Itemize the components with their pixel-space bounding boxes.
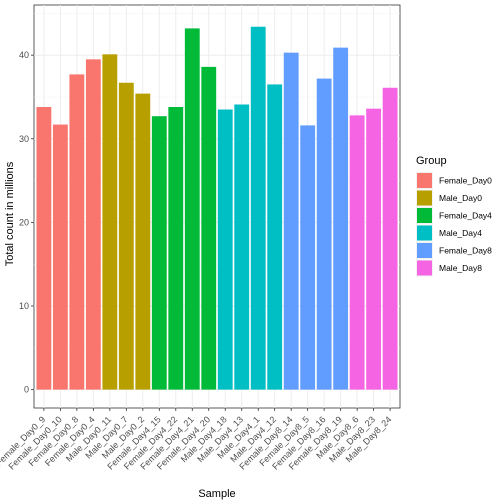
legend-key-Female_Day0	[417, 173, 432, 188]
bar-Female_Day4_20	[201, 66, 217, 390]
bar-Female_Day8_5	[300, 125, 316, 390]
bar-Female_Day4_21	[184, 28, 200, 390]
bar-Male_Day4_12	[267, 84, 283, 390]
legend-key-Female_Day4	[417, 208, 432, 223]
y-tick-label: 20	[19, 217, 29, 227]
legend-label-Female_Day0: Female_Day0	[439, 176, 492, 186]
bars	[36, 26, 398, 390]
bar-Male_Day8_6	[349, 115, 365, 390]
x-axis-ticks: Female_Day0_9Female_Day0_10Female_Day0_8…	[0, 408, 394, 472]
bar-Female_Day0_9	[36, 107, 52, 390]
y-axis-ticks: 0 10 20 30 40	[19, 50, 34, 395]
bar-Female_Day8_16	[316, 78, 332, 390]
y-tick-label: 10	[19, 301, 29, 311]
legend-label-Female_Day8: Female_Day8	[439, 246, 492, 256]
bar-Female_Day4_15	[151, 116, 167, 390]
y-tick-label: 40	[19, 50, 29, 60]
bar-Female_Day0_8	[69, 74, 85, 390]
bar-Male_Day0_11	[102, 54, 118, 390]
bar-Male_Day8_23	[366, 108, 382, 390]
legend-label-Male_Day4: Male_Day4	[439, 228, 482, 238]
y-tick-label: 30	[19, 134, 29, 144]
bar-Male_Day4_18	[217, 109, 233, 390]
bar-Female_Day4_22	[168, 107, 184, 390]
bar-Male_Day0_2	[135, 93, 151, 390]
legend-label-Male_Day8: Male_Day8	[439, 263, 482, 273]
bar-Female_Day8_14	[283, 52, 299, 390]
bar-Male_Day0_7	[118, 82, 134, 390]
legend-label-Male_Day0: Male_Day0	[439, 193, 482, 203]
legend-title: Group	[416, 155, 447, 167]
x-axis-title: Sample	[198, 488, 235, 500]
legend-key-Male_Day4	[417, 225, 432, 241]
y-tick-label: 0	[24, 385, 29, 395]
bar-Male_Day4_13	[234, 104, 250, 390]
legend-label-Female_Day4: Female_Day4	[439, 211, 492, 221]
bar-Male_Day4_1	[250, 26, 266, 390]
bar-Female_Day0_4	[85, 59, 101, 390]
legend-key-Male_Day0	[417, 190, 432, 206]
bar-Female_Day0_10	[52, 124, 68, 390]
bar-Female_Day8_19	[333, 47, 349, 390]
bar-Male_Day8_24	[382, 87, 398, 390]
y-axis-title: Total count in millions	[4, 161, 16, 266]
legend: Group Female_Day0 Male_Day0 Female_Day4 Mal…	[416, 155, 492, 277]
legend-key-Female_Day8	[417, 243, 432, 258]
legend-key-Male_Day8	[417, 260, 432, 276]
